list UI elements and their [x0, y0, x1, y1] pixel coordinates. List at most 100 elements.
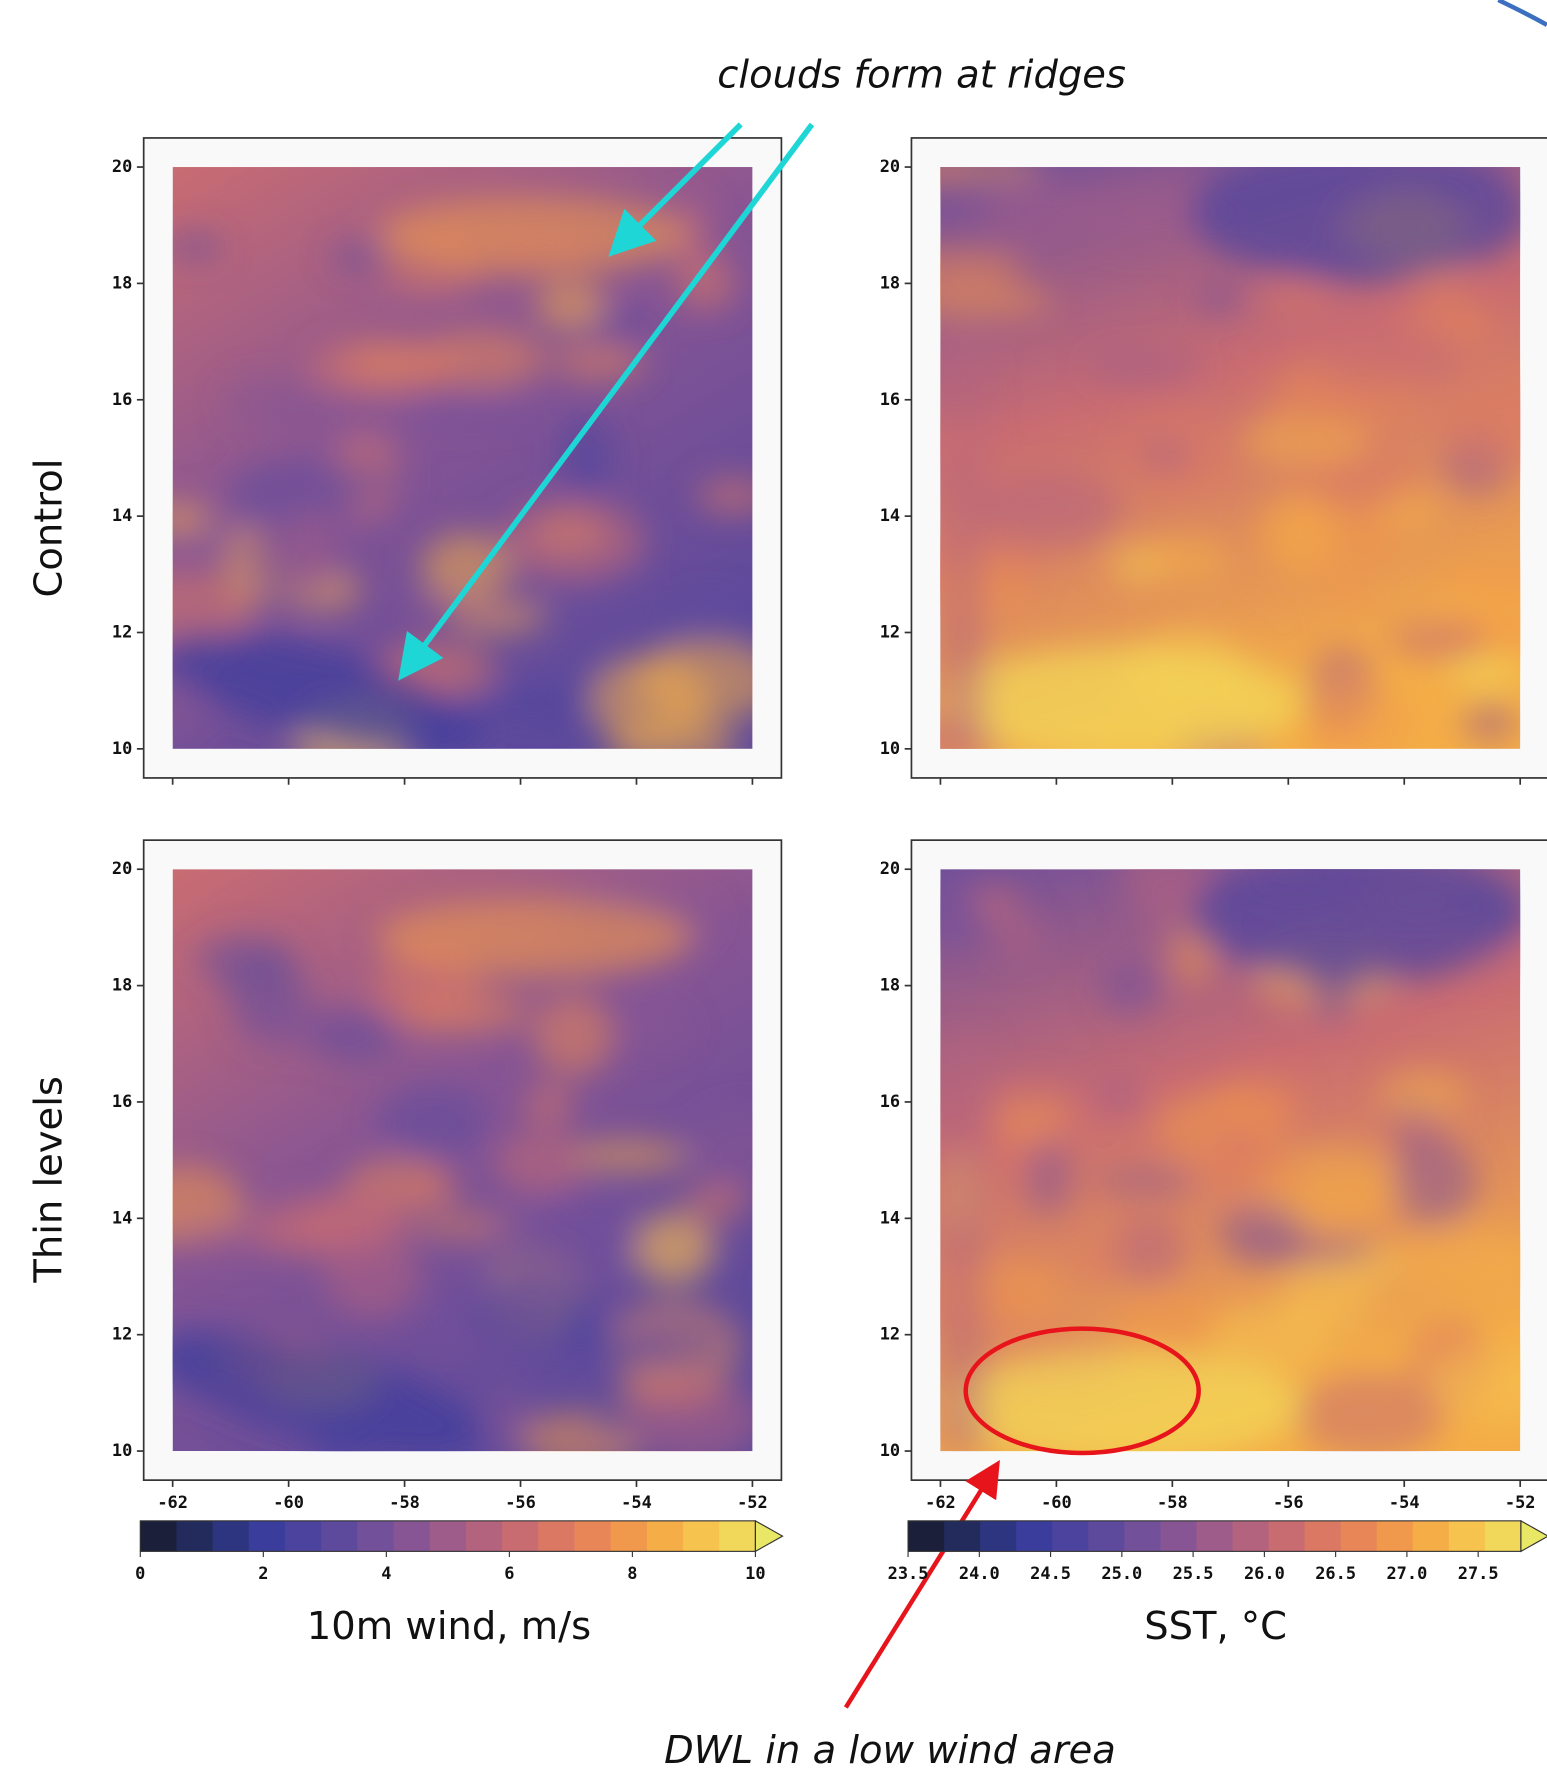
map-blob [585, 1411, 651, 1437]
colorbar-frame [907, 1520, 1522, 1552]
x-tick-label: -60 [273, 1492, 304, 1512]
map-blob [980, 182, 1099, 243]
map-blob [1292, 1371, 1447, 1452]
colorbar-tick-label: 24.0 [959, 1563, 1000, 1583]
y-tick-label: 14 [112, 505, 132, 525]
colorbar-segment [429, 1520, 467, 1552]
map-blob [1463, 702, 1518, 743]
colorbar-segment [1088, 1520, 1125, 1552]
map-blob [393, 399, 542, 426]
map-blob [1389, 618, 1487, 662]
map-blob [401, 595, 532, 620]
red-arrow [843, 1460, 1000, 1709]
map-field [172, 869, 753, 1452]
map-blob [1436, 377, 1521, 467]
colorbar-tick-label: 26.0 [1244, 1563, 1285, 1583]
colorbar-extension [1520, 1519, 1547, 1553]
map-blob [1113, 1214, 1187, 1286]
colorbar-segment [538, 1520, 576, 1552]
map-blob [1077, 1246, 1123, 1278]
colorbar-segment [357, 1520, 395, 1552]
map-blob [251, 1223, 347, 1248]
map-blob [403, 1173, 461, 1208]
map-blob [1259, 279, 1333, 317]
colorbar-segment [1448, 1520, 1486, 1552]
map-field [172, 167, 753, 749]
colorbar-segment [1052, 1520, 1089, 1552]
y-tick-label: 16 [880, 389, 900, 409]
map-blob [632, 1212, 713, 1286]
map-blob [1087, 351, 1205, 384]
map-blob [1138, 440, 1192, 469]
axes-frame [910, 137, 1547, 779]
map-blob [535, 281, 608, 330]
colorbar-segment [321, 1520, 358, 1552]
colorbar-tick-label: 24.5 [1030, 1563, 1071, 1583]
colorbar-tick-label: 26.5 [1315, 1563, 1356, 1583]
map-field [940, 869, 1521, 1452]
y-tick-label: 14 [112, 1207, 132, 1227]
y-tick-label: 10 [880, 1440, 900, 1460]
colorbar-segment [176, 1520, 214, 1552]
colorbar-frame [139, 1520, 756, 1552]
colorbar-segment [1484, 1520, 1522, 1552]
axes-frame [142, 839, 783, 1481]
y-tick-label: 12 [112, 1324, 132, 1344]
colorbar-segment [1124, 1520, 1161, 1552]
colorbar-tick-label: 2 [258, 1563, 268, 1583]
map-blob [557, 414, 616, 500]
map-blob [1380, 1070, 1468, 1119]
map-blob [1430, 563, 1521, 599]
map-blob [1107, 542, 1166, 587]
x-tick-label: -62 [925, 1492, 956, 1512]
colorbar-segment [646, 1520, 684, 1552]
y-tick-label: 16 [880, 1091, 900, 1111]
y-tick-label: 14 [880, 505, 900, 525]
map-blob [225, 377, 312, 429]
colorbar-segment [908, 1520, 945, 1552]
map-blob [682, 1181, 751, 1221]
map-blob [1447, 655, 1521, 692]
map-blob [468, 685, 616, 722]
map-blob [309, 338, 460, 397]
colorbar-segment [683, 1520, 720, 1552]
map-blob [235, 1005, 367, 1050]
colorbar-tick-label: 8 [627, 1563, 637, 1583]
y-tick-label: 12 [880, 1324, 900, 1344]
row-label: Thin levels [26, 1076, 71, 1284]
map-blob [497, 499, 647, 584]
map-blob [940, 1038, 986, 1452]
colorbar-segment [1196, 1520, 1234, 1552]
y-tick-label: 12 [112, 621, 132, 641]
y-tick-label: 10 [112, 738, 132, 758]
colorbar-segment [980, 1520, 1017, 1552]
map-blob [1023, 1140, 1072, 1215]
map-panel: 10 12 14 16 18 20 [880, 137, 1547, 785]
x-tick-label: -54 [1389, 1492, 1420, 1512]
map-blob [690, 1106, 753, 1187]
colorbar-segment [465, 1520, 503, 1552]
x-tick-label: -54 [621, 1492, 652, 1512]
y-tick-label: 18 [880, 975, 900, 995]
x-tick-label: -52 [737, 1492, 768, 1512]
map-blob [172, 630, 484, 749]
map-blob [1194, 284, 1245, 314]
map-blob [282, 461, 410, 504]
colorbar-segment [502, 1520, 539, 1552]
x-tick-label: -56 [1273, 1492, 1304, 1512]
axes-frame [142, 137, 783, 779]
map-blob [1218, 1202, 1305, 1258]
colorbar: 0 2 4 6 8 10 10m wind, m/s [135, 1519, 784, 1649]
colorbar-segment [1016, 1520, 1053, 1552]
map-panel: 10 12 14 16 18 20 -62 -60 -58 -56 -54 -52 [880, 839, 1547, 1512]
y-tick-label: 18 [880, 272, 900, 292]
colorbar-tick-label: 27.0 [1386, 1563, 1427, 1583]
colorbar-segment [1232, 1520, 1270, 1552]
map-blob [623, 1374, 753, 1452]
map-blob [172, 503, 212, 535]
colorbar-tick-label: 0 [135, 1563, 145, 1583]
map-blob [993, 916, 1045, 959]
highlight-ellipse [963, 1326, 1201, 1456]
map-blob [1189, 167, 1521, 281]
y-tick-label: 20 [880, 156, 900, 176]
